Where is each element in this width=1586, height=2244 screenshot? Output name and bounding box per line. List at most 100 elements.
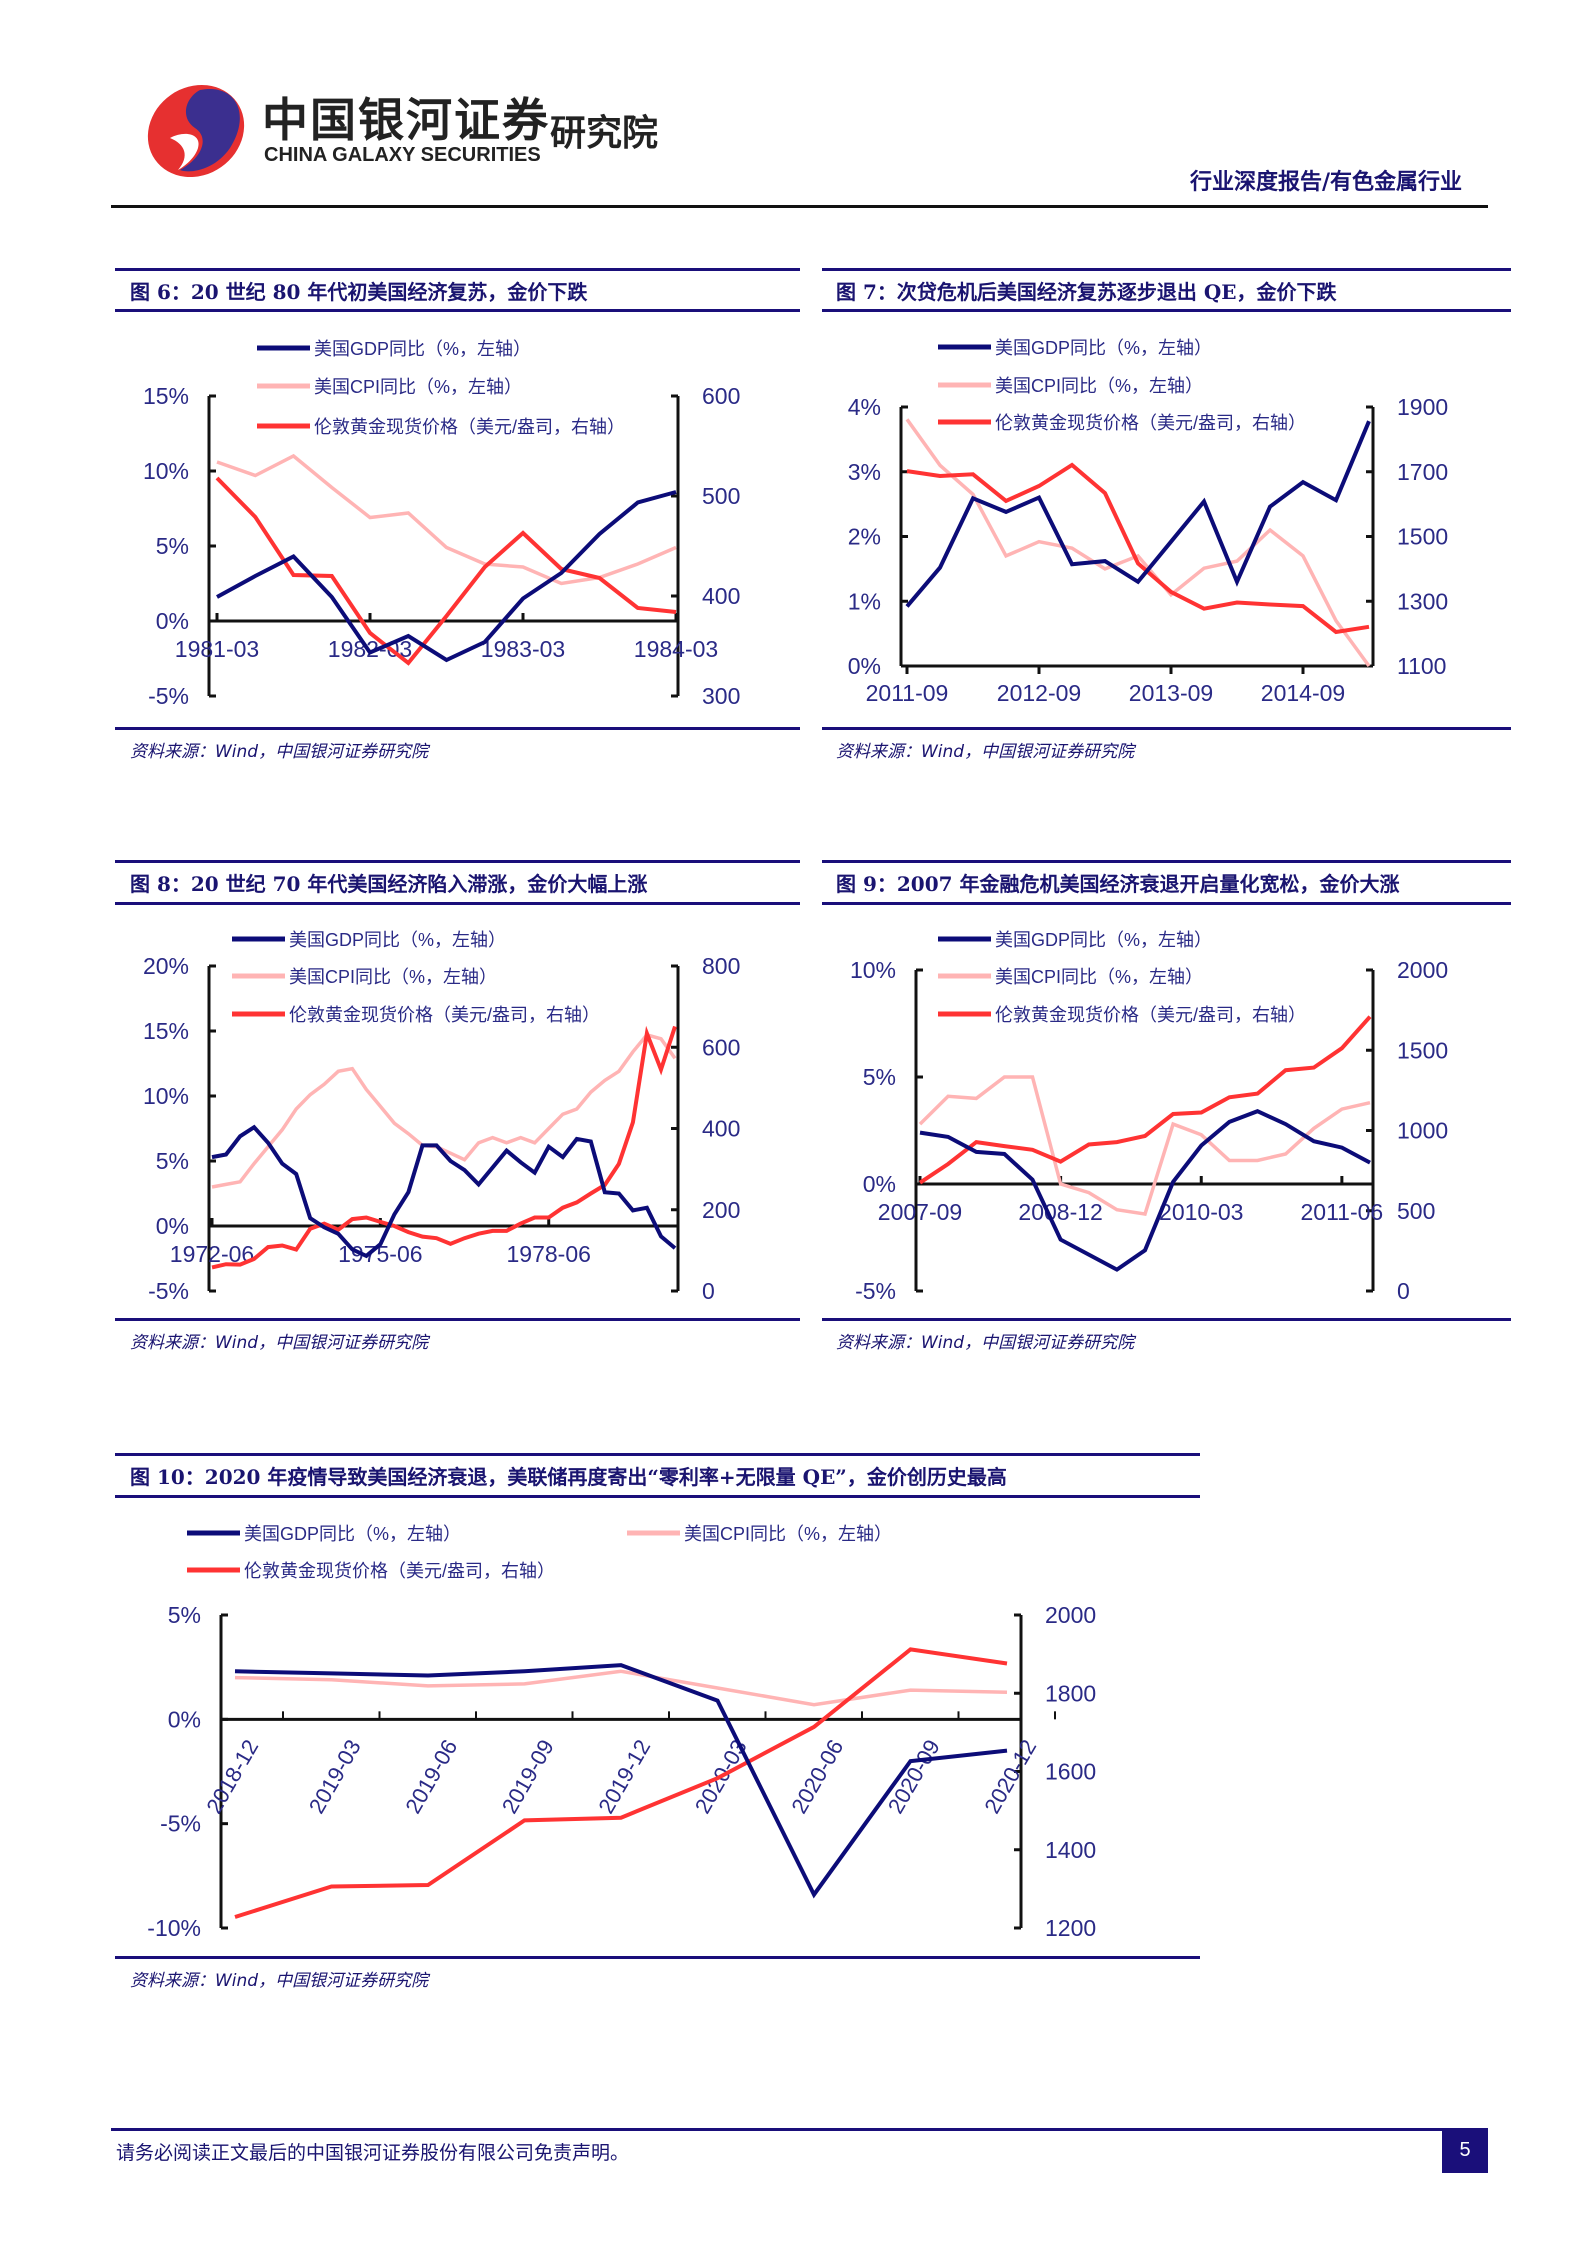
y-right-tick-label: 1700	[1397, 459, 1448, 485]
figure-title: 图 10：2020 年疫情导致美国经济衰退，美联储再度寄出“零利率+无限量 QE…	[130, 1465, 1007, 1489]
y-left-tick-label: 0%	[156, 608, 189, 634]
x-tick-label: 2013-09	[1129, 680, 1213, 706]
y-left-tick-label: 3%	[848, 459, 881, 485]
y-left-tick-label: 20%	[143, 953, 189, 979]
legend-label: 伦敦黄金现货价格（美元/盎司，右轴）	[995, 413, 1306, 433]
x-tick-label: 2020-06	[786, 1735, 848, 1817]
figure-title-rule-top	[822, 860, 1511, 863]
x-tick-label: 2019-03	[304, 1735, 366, 1817]
legend-label: 伦敦黄金现货价格（美元/盎司，右轴）	[289, 1005, 600, 1025]
y-left-tick-label: 5%	[863, 1064, 896, 1090]
x-tick-label: 2011-09	[866, 680, 949, 706]
y-right-tick-label: 1300	[1397, 588, 1448, 614]
series-line-cpi	[905, 418, 1371, 668]
figure-title-rule-top	[115, 1453, 1200, 1456]
x-tick-label: 2018-12	[201, 1735, 263, 1817]
y-left-tick-label: 5%	[156, 533, 189, 559]
series-line-cpi	[211, 1032, 677, 1189]
figure-bottom-rule	[822, 727, 1511, 730]
logo-english-name: CHINA GALAXY SECURITIES	[264, 144, 541, 166]
y-left-tick-label: 15%	[143, 1018, 189, 1044]
y-right-tick-label: 600	[702, 1034, 740, 1060]
figure-source: 资料来源：Wind，中国银河证券研究院	[836, 742, 1135, 762]
x-tick-label: 2008-12	[1018, 1199, 1102, 1225]
legend-label: 美国GDP同比（%，左轴）	[995, 338, 1212, 358]
x-tick-label: 2019-06	[400, 1735, 462, 1817]
legend-label: 伦敦黄金现货价格（美元/盎司，右轴）	[314, 417, 625, 437]
figure-source: 资料来源：Wind，中国银河证券研究院	[130, 1333, 429, 1353]
y-left-tick-label: 0%	[863, 1171, 896, 1197]
y-right-tick-label: 1900	[1397, 394, 1448, 420]
y-left-tick-label: 2%	[848, 524, 881, 550]
y-right-tick-label: 2000	[1397, 957, 1448, 983]
series-line-gold	[234, 1647, 1008, 1919]
figure-title-rule-bottom	[115, 902, 800, 905]
x-tick-label: 2020-12	[979, 1735, 1041, 1817]
figure-source: 资料来源：Wind，中国银河证券研究院	[130, 742, 429, 762]
y-right-tick-label: 400	[702, 583, 740, 609]
figure-title: 图 8：20 世纪 70 年代美国经济陷入滞涨，金价大幅上涨	[130, 872, 648, 896]
y-left-tick-label: 5%	[156, 1148, 189, 1174]
x-tick-label: 1983-03	[481, 636, 565, 662]
x-tick-label: 1978-06	[507, 1241, 591, 1267]
y-right-tick-label: 400	[702, 1116, 740, 1142]
y-right-tick-label: 1400	[1045, 1837, 1096, 1863]
figure-title-rule-top	[822, 268, 1511, 271]
series-line-gdp	[234, 1663, 1008, 1899]
figure-bottom-rule	[115, 1318, 800, 1321]
x-tick-label: 2014-09	[1261, 680, 1345, 706]
figure-title: 图 9：2007 年金融危机美国经济衰退开启量化宽松，金价大涨	[836, 872, 1400, 896]
y-right-tick-label: 2000	[1045, 1602, 1096, 1628]
figure-title: 图 7：次贷危机后美国经济复苏逐步退出 QE，金价下跌	[836, 280, 1337, 304]
series-line-gdp	[216, 490, 677, 663]
y-left-tick-label: -5%	[148, 683, 189, 709]
footer-disclaimer: 请务必阅读正文最后的中国银河证券股份有限公司免责声明。	[116, 2142, 630, 2164]
galaxy-logo-icon	[147, 84, 245, 178]
x-tick-label: 2020-09	[883, 1735, 945, 1817]
y-left-tick-label: -5%	[855, 1278, 896, 1304]
series-line-gdp	[211, 1124, 677, 1259]
y-right-tick-label: 1800	[1045, 1680, 1096, 1706]
x-tick-label: 2007-09	[878, 1199, 962, 1225]
page-number: 5	[1442, 2128, 1488, 2173]
x-tick-label: 2019-09	[497, 1735, 559, 1817]
y-right-tick-label: 1500	[1397, 1037, 1448, 1063]
chart-9: -5% 0% 5% 10% 0 500 1000 1500 2000 2007-09 2008-12…	[850, 930, 1448, 1304]
x-tick-label: 2010-03	[1159, 1199, 1243, 1225]
figure-source: 资料来源：Wind，中国银河证券研究院	[836, 1333, 1135, 1353]
y-left-tick-label: -10%	[147, 1915, 201, 1941]
series-line-gold	[918, 1015, 1372, 1185]
figure-bottom-rule	[115, 1956, 1200, 1959]
x-tick-label: 2011-06	[1301, 1199, 1384, 1225]
figure-title-rule-bottom	[115, 309, 800, 312]
y-right-tick-label: 600	[702, 383, 740, 409]
chart-7: 0% 1% 2% 3% 4% 1100 1300 1500 1700 1900 2011-09 201…	[848, 338, 1448, 706]
y-left-tick-label: -5%	[148, 1278, 189, 1304]
y-left-tick-label: -5%	[160, 1811, 201, 1837]
report-category: 行业深度报告/有色金属行业	[1189, 169, 1462, 195]
y-right-tick-label: 500	[702, 483, 740, 509]
y-left-tick-label: 10%	[143, 458, 189, 484]
y-left-tick-label: 4%	[848, 394, 881, 420]
company-logo: 中国银河证券 CHINA GALAXY SECURITIES 研究院	[140, 78, 680, 184]
y-right-tick-label: 0	[702, 1278, 715, 1304]
y-right-tick-label: 1200	[1045, 1915, 1096, 1941]
series-line-cpi	[234, 1669, 1008, 1707]
y-right-tick-label: 800	[702, 953, 740, 979]
chart-10: -10% -5% 0% 5% 1200 1400 1600 1800 2000 2018-12 20…	[147, 1524, 1096, 1941]
y-right-tick-label: 500	[1397, 1198, 1435, 1224]
y-left-tick-label: 10%	[143, 1083, 189, 1109]
y-right-tick-label: 1000	[1397, 1118, 1448, 1144]
y-left-tick-label: 10%	[850, 957, 896, 983]
x-tick-label: 2012-09	[997, 680, 1081, 706]
figure-source: 资料来源：Wind，中国银河证券研究院	[130, 1971, 429, 1991]
y-right-tick-label: 1600	[1045, 1759, 1096, 1785]
series-line-gdp	[919, 1109, 1371, 1272]
x-tick-label: 1981-03	[175, 636, 259, 662]
legend-label: 美国GDP同比（%，左轴）	[995, 930, 1212, 950]
y-right-tick-label: 1100	[1397, 653, 1446, 679]
legend-label: 美国CPI同比（%，左轴）	[995, 376, 1203, 396]
series-line-gdp	[905, 420, 1371, 608]
